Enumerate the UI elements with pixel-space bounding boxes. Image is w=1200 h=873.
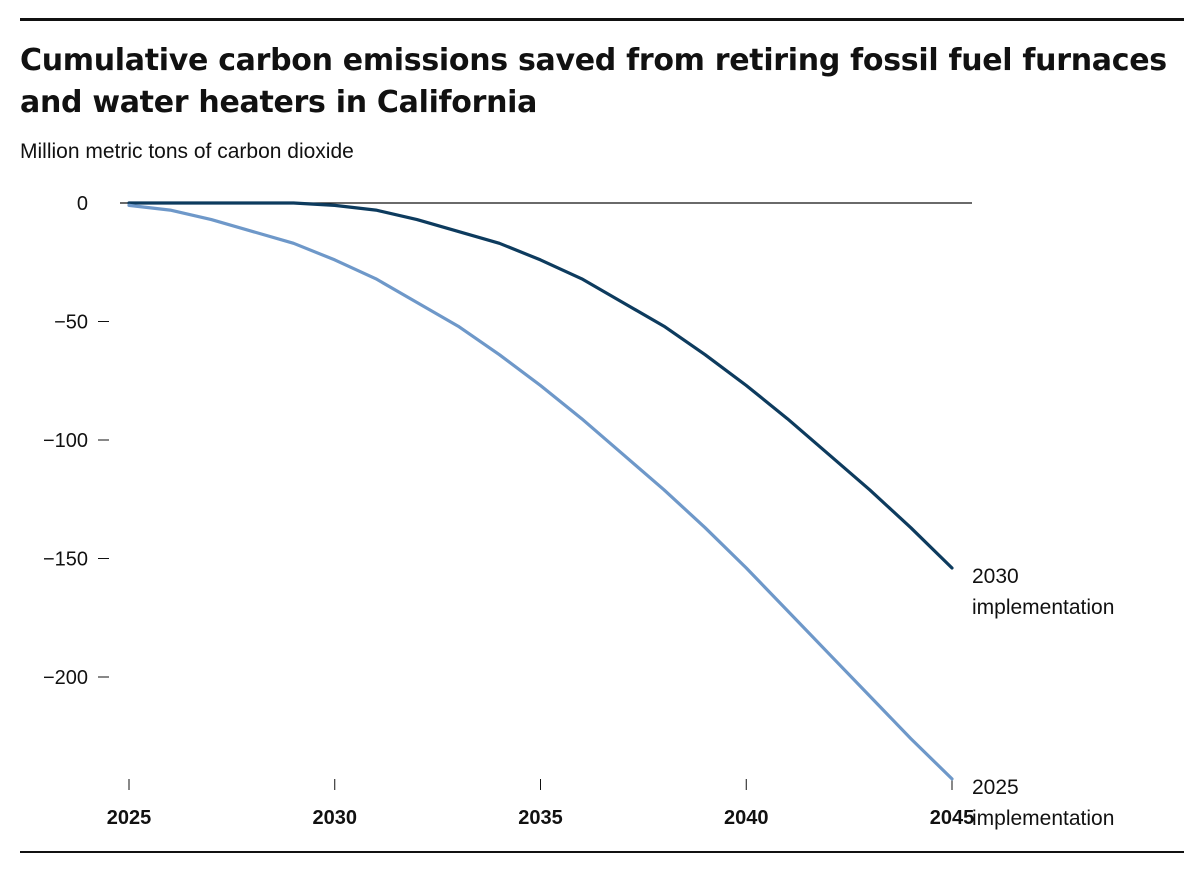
x-tick-label: 2040 xyxy=(724,807,769,829)
y-tick-label: 0 xyxy=(77,193,88,215)
series-end-label-0: 2030 implementation xyxy=(972,565,1114,619)
series-end-label-1: 2025 implementation xyxy=(972,776,1114,830)
series-lines xyxy=(127,201,954,781)
top-rule xyxy=(20,18,1184,21)
chart-title: Cumulative carbon emissions saved from r… xyxy=(20,43,1167,120)
axes: 0 −50 −100 −150 −200 2025 2030 2035 2040 2045 xyxy=(43,193,974,829)
series-line-1 xyxy=(127,203,954,781)
bottom-rule xyxy=(20,851,1184,853)
y-tick-label: −100 xyxy=(43,430,88,452)
x-tick-label: 2025 xyxy=(107,807,152,829)
y-tick-label: −150 xyxy=(43,549,88,571)
y-tick-label: −200 xyxy=(43,667,88,689)
x-tick-label: 2035 xyxy=(518,807,563,829)
chart-subtitle: Million metric tons of carbon dioxide xyxy=(20,140,354,163)
x-tick-label: 2030 xyxy=(313,807,358,829)
series-line-0 xyxy=(127,201,954,570)
series-labels: 2030 implementation 2025 implementation xyxy=(972,565,1114,830)
x-tick-label: 2045 xyxy=(930,807,975,829)
y-tick-label: −50 xyxy=(54,312,88,334)
